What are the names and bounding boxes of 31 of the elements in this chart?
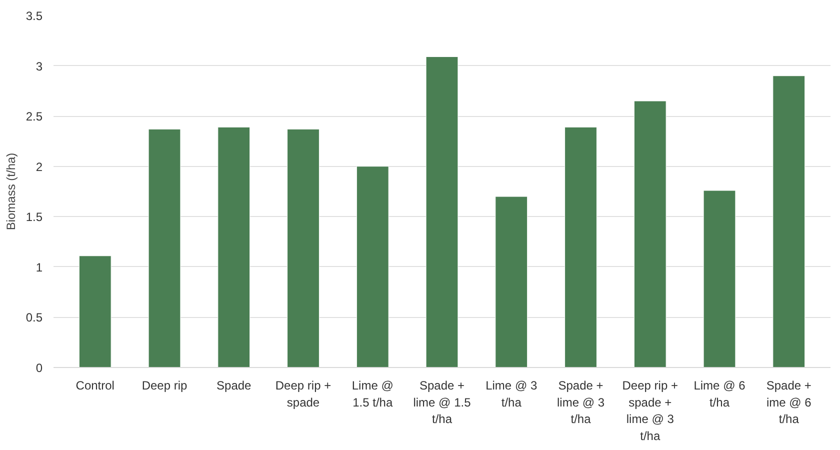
x-tick-label: Control	[76, 378, 114, 392]
y-tick-label: 0.5	[26, 310, 43, 325]
y-tick-label: 2.5	[26, 110, 43, 124]
bar	[148, 128, 181, 368]
bar	[426, 56, 458, 368]
bar	[356, 166, 389, 368]
y-tick-label: 3	[36, 59, 43, 74]
y-tick-label: 2	[36, 160, 43, 174]
bar	[772, 76, 806, 368]
x-tick-label: Lime @ 1.5 t/ha	[352, 378, 394, 410]
bar	[495, 196, 528, 368]
x-tick-label: Spade	[216, 378, 252, 392]
bar	[564, 126, 597, 368]
x-tick-label: Spade + ime @ 6 t/ha	[766, 378, 812, 426]
y-tick-label: 3.5	[26, 9, 43, 23]
y-tick-label: 1	[36, 260, 43, 274]
bar	[703, 190, 736, 368]
y-axis-title: Biomass (t/ha)	[4, 152, 18, 230]
x-tick-label: Deep rip + spade	[275, 378, 332, 410]
x-tick-label: Spade + lime @ 3 t/ha	[556, 378, 605, 426]
x-tick-label: Lime @ 3 t/ha	[486, 378, 538, 410]
y-tick-label: 0	[36, 361, 43, 375]
bar	[287, 128, 320, 368]
bar	[78, 256, 112, 368]
bar	[218, 126, 250, 368]
x-tick-label: Deep rip	[142, 378, 188, 392]
x-tick-label: Lime @ 6 t/ha	[694, 378, 746, 410]
x-tick-label: Deep rip + spade + lime @ 3 t/ha	[622, 378, 678, 443]
y-tick-label: 1.5	[26, 210, 43, 224]
x-tick-label: Spade + lime @ 1.5 t/ha	[413, 378, 472, 426]
bar	[634, 100, 666, 368]
